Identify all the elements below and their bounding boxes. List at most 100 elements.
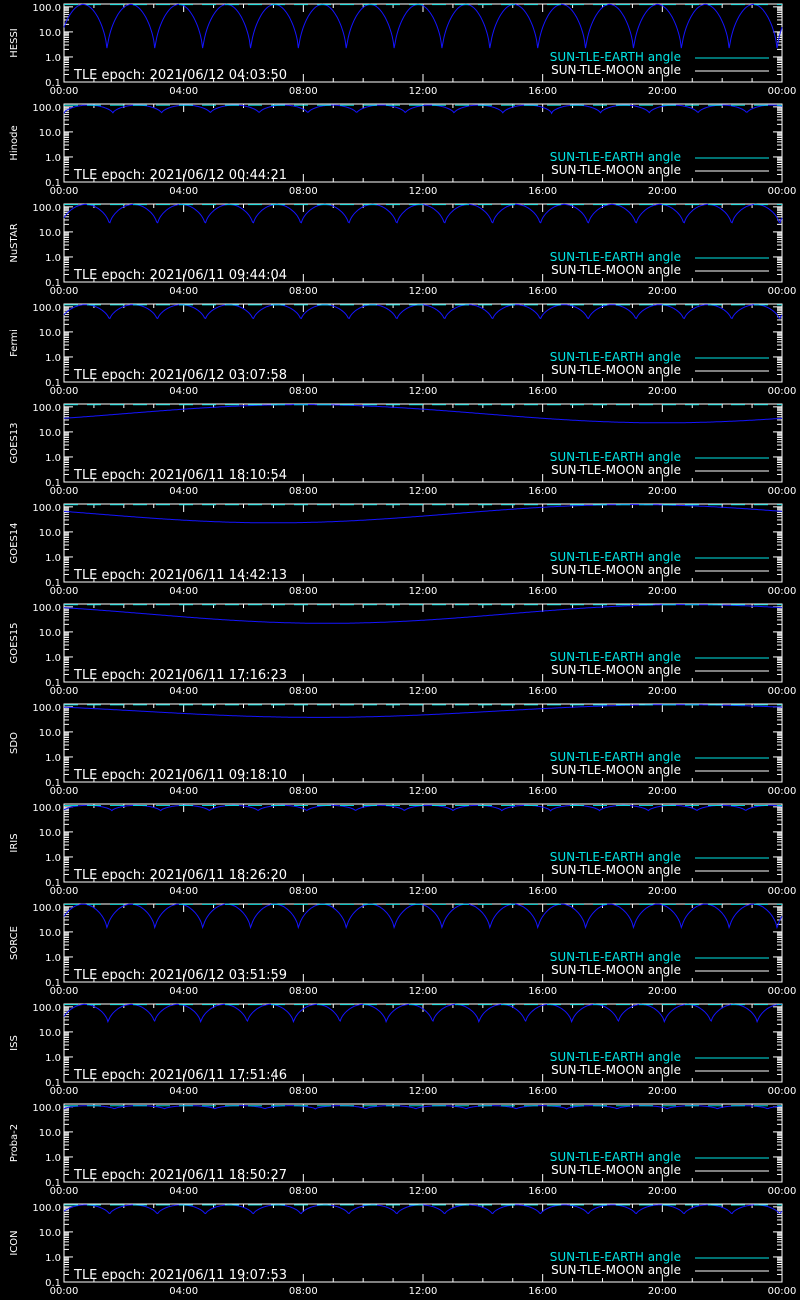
x-tick-label: 20:00: [648, 286, 677, 297]
y-tick-label: 1.0: [45, 1053, 61, 1064]
x-tick-label: 12:00: [409, 986, 438, 997]
legend-moon-label: SUN-TLE-MOON angle: [551, 363, 681, 377]
x-tick-label: 04:00: [169, 686, 198, 697]
x-tick-label: 00:00: [768, 686, 797, 697]
panel-hessi: HESSI 0.1 1.0 10.0 100.0 00:00 04:00 08:00 12:00…: [9, 3, 796, 97]
x-tick-label: 00:00: [50, 1086, 79, 1097]
x-tick-label: 12:00: [409, 686, 438, 697]
y-tick-label: 0.1: [45, 478, 61, 489]
y-tick-label: 1.0: [45, 653, 61, 664]
panel-icon: ICON 0.1 1.0 10.0 100.0 00:00 04:00 08:00 12:00 1…: [9, 1203, 796, 1297]
legend-earth-label: SUN-TLE-EARTH angle: [550, 350, 681, 364]
tle-epoch-label: TLE epoch: 2021/06/11 17:51:46: [73, 1068, 287, 1083]
x-tick-label: 16:00: [528, 1186, 557, 1197]
x-tick-label: 04:00: [169, 886, 198, 897]
x-tick-label: 08:00: [289, 186, 318, 197]
panel-proba-2: Proba-2 0.1 1.0 10.0 100.0 00:00 04:00 08:00 12:…: [9, 1103, 796, 1197]
y-tick-label: 10.0: [39, 1228, 61, 1239]
y-tick-label: 1.0: [45, 353, 61, 364]
satellite-label: IRIS: [9, 833, 20, 852]
legend-moon-label: SUN-TLE-MOON angle: [551, 663, 681, 677]
x-tick-label: 16:00: [528, 186, 557, 197]
legend-moon-label: SUN-TLE-MOON angle: [551, 1163, 681, 1177]
y-tick-label: 100.0: [32, 903, 61, 914]
x-tick-label: 08:00: [289, 986, 318, 997]
legend-moon-label: SUN-TLE-MOON angle: [551, 963, 681, 977]
x-tick-label: 16:00: [528, 786, 557, 797]
y-tick-label: 10.0: [39, 828, 61, 839]
x-tick-label: 12:00: [409, 186, 438, 197]
y-tick-label: 100.0: [32, 303, 61, 314]
legend-moon-label: SUN-TLE-MOON angle: [551, 863, 681, 877]
y-tick-label: 10.0: [39, 1028, 61, 1039]
panel-sdo: SDO 0.1 1.0 10.0 100.0 00:00 04:00 08:00 12:00 16…: [9, 703, 796, 797]
x-tick-label: 12:00: [409, 1286, 438, 1297]
tle-epoch-label: TLE epoch: 2021/06/11 09:44:04: [73, 268, 287, 283]
satellite-label: Hinode: [9, 125, 20, 160]
tle-epoch-label: TLE epoch: 2021/06/11 18:50:27: [73, 1168, 287, 1183]
legend-earth-label: SUN-TLE-EARTH angle: [550, 50, 681, 64]
legend-moon-label: SUN-TLE-MOON angle: [551, 63, 681, 77]
angle-curve: [63, 1003, 783, 1024]
x-tick-label: 04:00: [169, 1186, 198, 1197]
y-tick-label: 10.0: [39, 928, 61, 939]
y-tick-label: 1.0: [45, 253, 61, 264]
y-tick-label: 100.0: [32, 1203, 61, 1214]
legend-moon-label: SUN-TLE-MOON angle: [551, 463, 681, 477]
y-tick-label: 100.0: [32, 403, 61, 414]
x-tick-label: 16:00: [528, 286, 557, 297]
legend-earth-label: SUN-TLE-EARTH angle: [550, 150, 681, 164]
legend-earth-label: SUN-TLE-EARTH angle: [550, 450, 681, 464]
y-tick-label: 10.0: [39, 228, 61, 239]
satellite-label: ICON: [9, 1230, 20, 1255]
legend-earth-label: SUN-TLE-EARTH angle: [550, 850, 681, 864]
tle-epoch-label: TLE epoch: 2021/06/12 03:07:58: [73, 368, 287, 383]
panel-nustar: NuSTAR 0.1 1.0 10.0 100.0 00:00 04:00 08:00 12:0…: [9, 203, 796, 297]
x-tick-label: 00:00: [768, 886, 797, 897]
x-tick-label: 08:00: [289, 1186, 318, 1197]
x-tick-label: 00:00: [50, 686, 79, 697]
x-tick-label: 16:00: [528, 986, 557, 997]
y-tick-label: 0.1: [45, 1178, 61, 1189]
x-tick-label: 16:00: [528, 886, 557, 897]
panel-hinode: Hinode 0.1 1.0 10.0 100.0 00:00 04:00 08:00 12:0…: [9, 103, 796, 197]
x-tick-label: 20:00: [648, 186, 677, 197]
x-tick-label: 00:00: [768, 386, 797, 397]
y-tick-label: 100.0: [32, 103, 61, 114]
legend-moon-label: SUN-TLE-MOON angle: [551, 563, 681, 577]
x-tick-label: 04:00: [169, 1286, 198, 1297]
y-tick-label: 0.1: [45, 78, 61, 89]
satellite-label: GOES13: [9, 422, 20, 463]
panel-goes13: GOES13 0.1 1.0 10.0 100.0 00:00 04:00 08:00 12:0…: [9, 403, 796, 497]
y-tick-label: 0.1: [45, 878, 61, 889]
x-tick-label: 16:00: [528, 686, 557, 697]
x-tick-label: 12:00: [409, 786, 438, 797]
legend-moon-label: SUN-TLE-MOON angle: [551, 163, 681, 177]
y-tick-label: 100.0: [32, 3, 61, 14]
tle-epoch-label: TLE epoch: 2021/06/12 00:44:21: [73, 168, 287, 183]
x-tick-label: 08:00: [289, 586, 318, 597]
satellite-label: Proba-2: [9, 1124, 20, 1162]
x-tick-label: 04:00: [169, 986, 198, 997]
x-tick-label: 00:00: [768, 86, 797, 97]
x-tick-label: 12:00: [409, 586, 438, 597]
x-tick-label: 20:00: [648, 1086, 677, 1097]
y-tick-label: 10.0: [39, 728, 61, 739]
legend-moon-label: SUN-TLE-MOON angle: [551, 1263, 681, 1277]
x-tick-label: 04:00: [169, 286, 198, 297]
x-tick-label: 04:00: [169, 186, 198, 197]
y-tick-label: 0.1: [45, 278, 61, 289]
y-tick-label: 100.0: [32, 1103, 61, 1114]
x-tick-label: 12:00: [409, 886, 438, 897]
x-tick-label: 20:00: [648, 386, 677, 397]
y-tick-label: 100.0: [32, 803, 61, 814]
x-tick-label: 04:00: [169, 1086, 198, 1097]
x-tick-label: 08:00: [289, 686, 318, 697]
x-tick-label: 12:00: [409, 1086, 438, 1097]
y-tick-label: 0.1: [45, 1078, 61, 1089]
